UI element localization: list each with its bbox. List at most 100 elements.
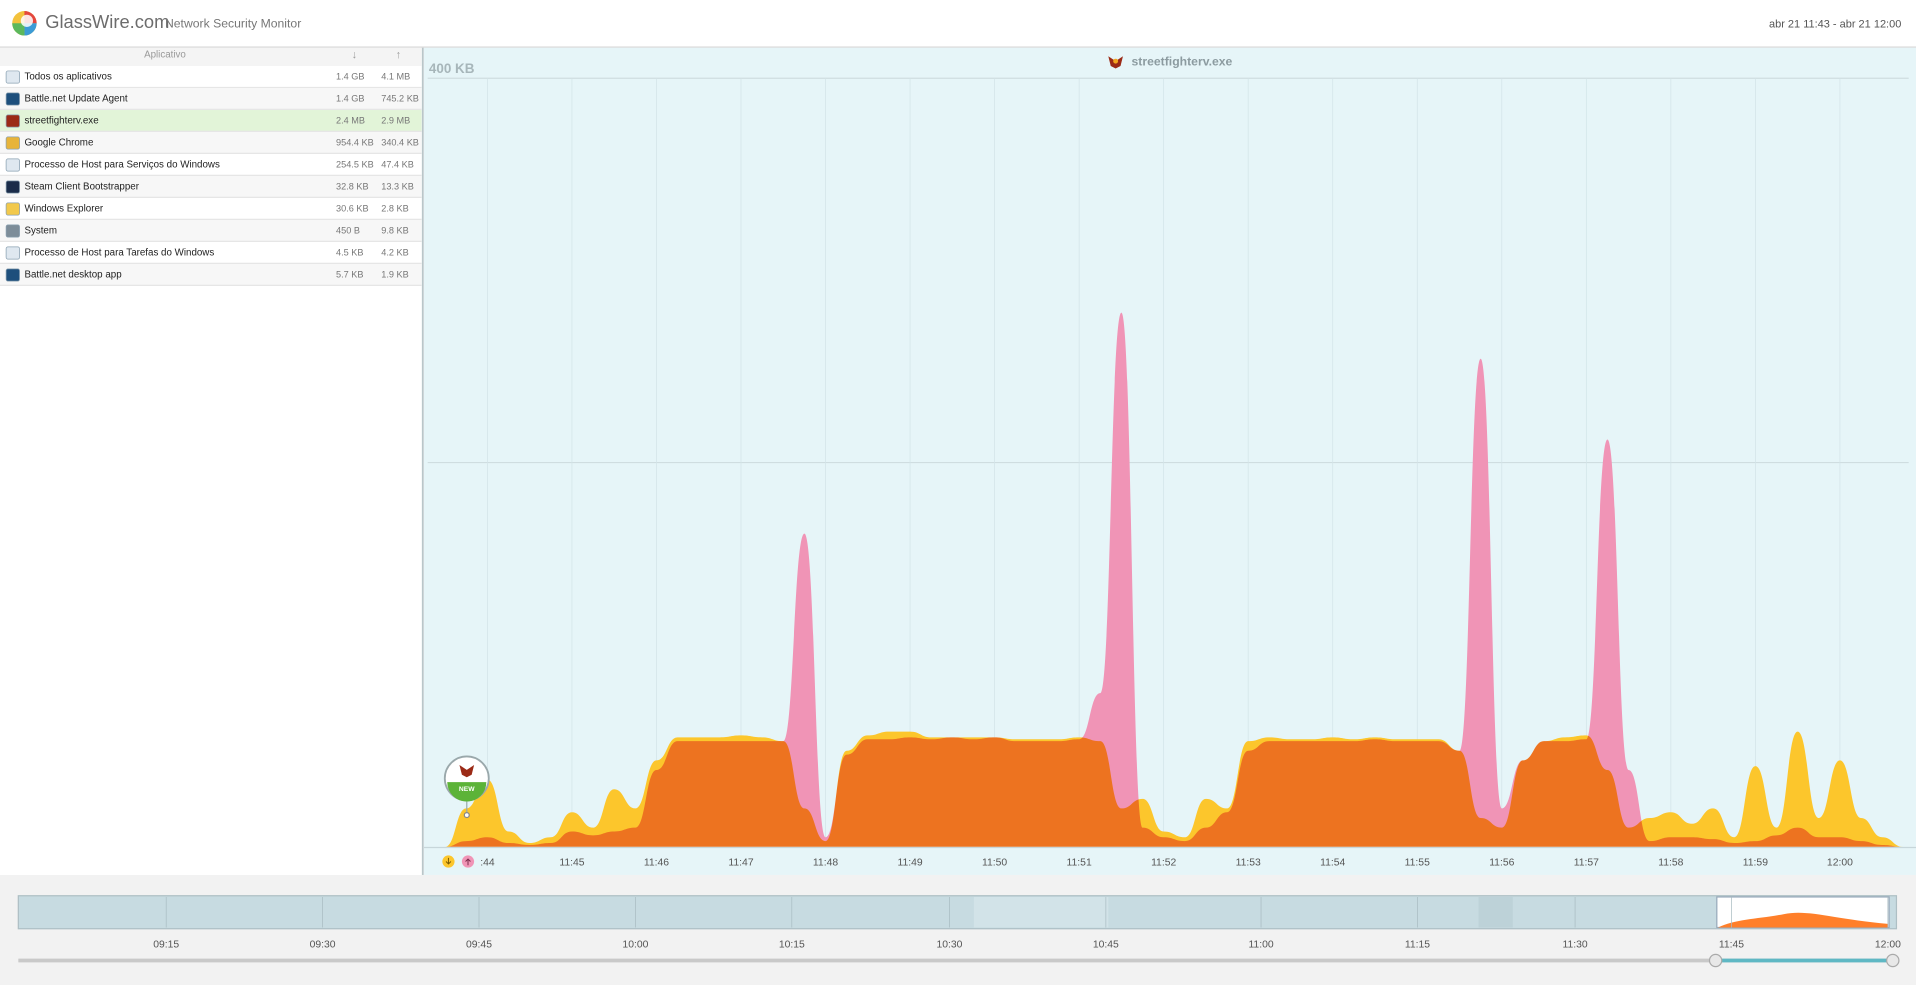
row-bg <box>0 132 422 155</box>
timeline-label: 11:15 <box>1405 939 1430 950</box>
row-bg <box>0 110 422 133</box>
row-bg <box>0 88 422 111</box>
download-total: 4.5 KB <box>336 247 364 257</box>
timeline-label: 09:45 <box>466 939 492 950</box>
x-tick-label: 11:48 <box>813 857 838 868</box>
row-bg <box>0 263 422 286</box>
slider-handle[interactable] <box>1886 953 1900 968</box>
download-total: 1.4 GB <box>336 71 365 81</box>
app-icon <box>5 70 20 84</box>
upload-total: 340.4 KB <box>381 137 419 147</box>
chart-title: streetfighterv.exe <box>1132 55 1233 69</box>
marker-band <box>447 782 487 802</box>
app-icon <box>5 268 20 282</box>
new-app-marker[interactable]: NEW <box>443 755 490 819</box>
app-name: Todos os aplicativos <box>24 72 112 83</box>
logo-part <box>12 23 25 36</box>
app-icon <box>5 180 20 194</box>
download-arrow <box>445 857 452 865</box>
timeline-activity <box>1478 896 1513 928</box>
column-header[interactable]: Aplicativo <box>144 50 186 61</box>
app-name: streetfighterv.exe <box>24 116 98 127</box>
x-tick-label: 11:58 <box>1658 857 1683 868</box>
app-icon-part <box>1113 58 1119 64</box>
app-name: Steam Client Bootstrapper <box>24 182 139 193</box>
upload-arrow <box>465 858 471 866</box>
subtitle: Network Security Monitor <box>165 17 301 31</box>
row-bg <box>0 198 422 221</box>
upload-total: 4.1 MB <box>381 71 410 81</box>
upload-total: 2.9 MB <box>381 115 410 125</box>
download-total: 1.4 GB <box>336 93 365 103</box>
timeline-label: 09:30 <box>310 939 336 950</box>
app-icon <box>5 114 20 128</box>
download-total: 954.4 KB <box>336 137 374 147</box>
app-icon <box>5 92 20 106</box>
timeline-label: 10:15 <box>779 939 805 950</box>
x-tick-label: 11:51 <box>1067 857 1092 868</box>
timeline-label: 10:30 <box>936 939 962 950</box>
app-icon <box>5 224 20 238</box>
x-tick-label: 11:56 <box>1489 857 1514 868</box>
column-header[interactable]: ↑ <box>396 49 402 61</box>
time-range[interactable]: abr 21 11:43 - abr 21 12:00 <box>1769 18 1901 30</box>
brand: GlassWire.com <box>45 11 169 32</box>
chart-bg <box>424 47 1916 875</box>
row-bg <box>0 154 422 177</box>
x-tick-label: 11:50 <box>982 857 1007 868</box>
timeline-bar[interactable] <box>17 895 1898 930</box>
row-bg <box>0 66 422 89</box>
traffic-areas <box>445 312 1904 847</box>
table-row[interactable]: Battle.net desktop app 5.7 KB 1.9 KB <box>0 263 422 286</box>
x-tick-label: 12:00 <box>1827 857 1853 868</box>
x-tick-label: 11:59 <box>1743 857 1768 868</box>
row-bg <box>0 176 422 199</box>
timeline-preview <box>1718 912 1888 928</box>
marker-icon <box>459 764 475 778</box>
timeline-label: 12:00 <box>1875 939 1901 950</box>
app-icon <box>5 246 20 260</box>
timeline-label: 11:30 <box>1562 939 1587 950</box>
x-tick-label: 11:57 <box>1574 857 1599 868</box>
x-tick-label: 11:55 <box>1405 857 1430 868</box>
header: GlassWire.com Network Security Monitor a… <box>0 11 1916 48</box>
download-total: 30.6 KB <box>336 203 369 213</box>
chart-title-group: streetfighterv.exe <box>1108 55 1233 69</box>
table-row[interactable]: Battle.net Update Agent 1.4 GB 745.2 KB <box>0 88 422 111</box>
grid: 400 KB:44 11:45 11:46 11:47 11:48 11:49 11:50 1… <box>427 61 1909 868</box>
table-row[interactable]: streetfighterv.exe 2.4 MB 2.9 MB <box>0 110 422 133</box>
download-total: 32.8 KB <box>336 181 369 191</box>
x-tick-label: 11:54 <box>1320 857 1345 868</box>
timeline-ticks: 09:15 09:30 09:45 10:00 10:15 10:30 10:45 11:00… <box>153 896 1901 950</box>
table-row[interactable]: Todos os aplicativos 1.4 GB 4.1 MB <box>0 66 422 89</box>
x-tick-label: 11:53 <box>1236 857 1261 868</box>
app-name: Processo de Host para Serviços do Window… <box>24 160 220 171</box>
upload-total: 1.9 KB <box>381 269 409 279</box>
app-table: Aplicativo ↓ ↑ Todos os aplicativos 1.4 G… <box>0 47 422 286</box>
timeline-label: 11:45 <box>1719 939 1744 950</box>
column-header[interactable]: ↓ <box>352 49 358 61</box>
download-total: 2.4 MB <box>336 115 365 125</box>
marker-label: NEW <box>459 786 475 793</box>
x-tick-label: 11:45 <box>559 857 584 868</box>
row-bg <box>0 220 422 243</box>
table-row[interactable]: Processo de Host para Tarefas do Windows… <box>0 242 422 264</box>
slider-handle[interactable] <box>1708 953 1723 968</box>
timeline-label: 10:00 <box>622 939 648 950</box>
app-name: Google Chrome <box>24 138 93 149</box>
app-icon <box>5 202 20 216</box>
upload-total: 47.4 KB <box>381 159 414 169</box>
upload-total: 745.2 KB <box>381 93 419 103</box>
table-row[interactable]: Steam Client Bootstrapper 32.8 KB 13.3 KB <box>0 176 422 199</box>
table-row[interactable]: Google Chrome 954.4 KB 340.4 KB <box>0 132 422 155</box>
table-row[interactable]: System 450 B 9.8 KB <box>0 220 422 243</box>
app-name: Processo de Host para Tarefas do Windows <box>24 248 214 259</box>
table-row[interactable]: Processo de Host para Serviços do Window… <box>0 154 422 177</box>
app-icon <box>5 136 20 150</box>
timeline-label: 11:00 <box>1248 939 1273 950</box>
x-tick-label: 11:47 <box>728 857 753 868</box>
table-row[interactable]: Windows Explorer 30.6 KB 2.8 KB <box>0 198 422 221</box>
traffic-area <box>445 312 1904 847</box>
app-name: Windows Explorer <box>24 204 103 215</box>
